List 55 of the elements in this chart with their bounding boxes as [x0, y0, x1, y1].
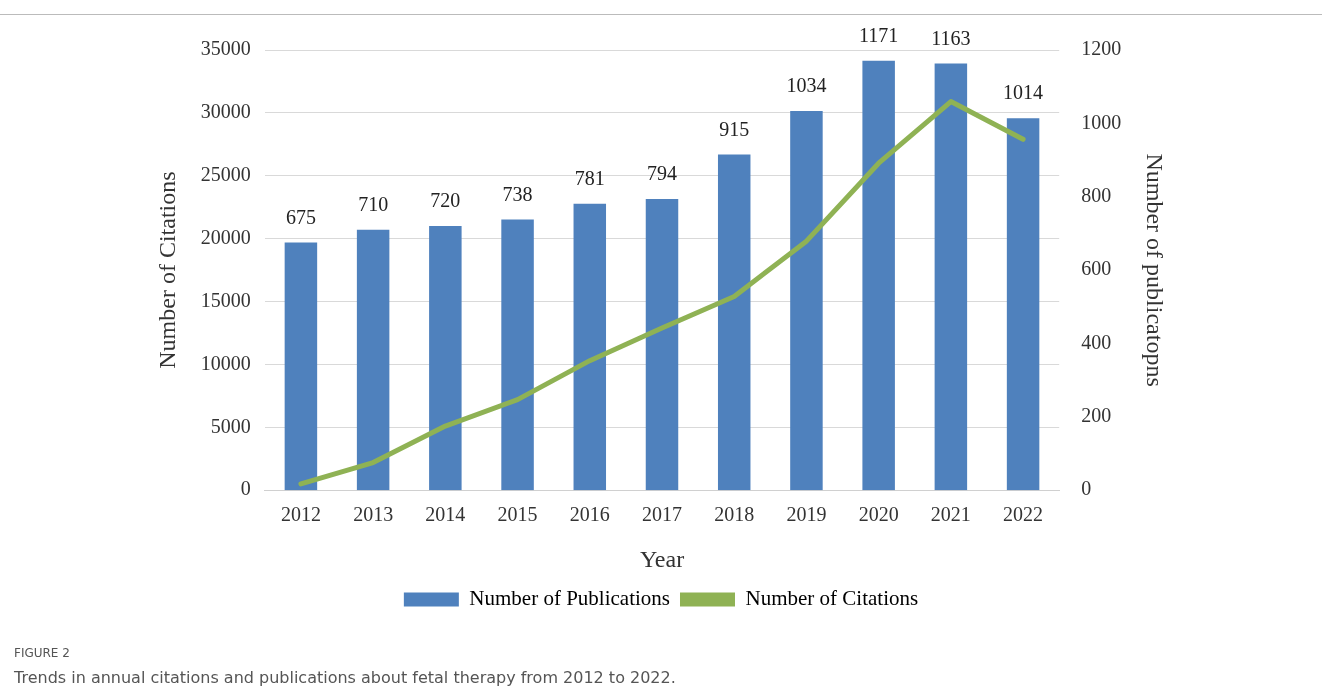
data-label: 738	[502, 182, 533, 205]
data-label: 1014	[1003, 81, 1044, 104]
data-label: 720	[430, 189, 461, 212]
x-tick-label: 2015	[497, 503, 538, 526]
data-label: 915	[719, 117, 750, 140]
y-tick-label: 25000	[200, 163, 251, 186]
bar	[790, 110, 823, 491]
legend-label: Number of Publications	[469, 586, 670, 611]
legend-label: Number of Citations	[745, 586, 919, 611]
y-tick-label: 10000	[200, 351, 251, 374]
y-tick-label: 5000	[210, 414, 251, 437]
x-tick-label: 2021	[930, 503, 971, 526]
bar	[356, 229, 390, 491]
y2-tick-label: 800	[1081, 183, 1112, 206]
bar	[501, 219, 534, 491]
x-tick-label: 2020	[858, 503, 899, 526]
data-label: 1171	[859, 23, 899, 46]
caption: FIGURE 2	[14, 646, 70, 660]
data-label: 710	[358, 193, 389, 215]
y2-tick-label: 200	[1081, 404, 1112, 427]
y-tick-label: 30000	[200, 100, 251, 123]
x-tick-label: 2012	[280, 503, 321, 526]
text: Trends in annual citations and publications about fetal therapy from 2012 to 2022.	[14, 668, 676, 687]
data-label: 794	[647, 162, 677, 185]
y2-tick-label: 400	[1081, 330, 1112, 353]
y-tick-label: 35000	[200, 37, 251, 60]
x-tick-label: 2014	[425, 503, 466, 526]
x-tick-label: 2018	[714, 503, 755, 526]
x-tick-label: 2013	[353, 503, 394, 526]
y-axis-title: Number of Citations	[153, 171, 180, 369]
y-tick-label: 15000	[200, 288, 251, 311]
bar	[284, 242, 318, 491]
data-label: 1163	[931, 26, 971, 49]
y2-tick-label: 0	[1081, 477, 1092, 500]
data-label: 781	[574, 166, 605, 189]
y2-tick-label: 1200	[1081, 37, 1122, 60]
bar	[717, 154, 751, 491]
x-tick-label: 2016	[569, 503, 610, 526]
y2-tick-label: 1000	[1081, 110, 1122, 133]
data-label: 1034	[786, 74, 827, 97]
y2-tick-label: 600	[1081, 257, 1112, 280]
x-axis-title: Year	[639, 545, 685, 572]
x-tick-label: 2022	[1003, 503, 1044, 526]
bar	[862, 60, 895, 491]
bar	[645, 198, 679, 491]
y2-axis-title: Number of publicatopns	[1142, 153, 1169, 387]
bar	[429, 226, 462, 491]
x-tick-label: 2017	[642, 503, 682, 526]
bar	[934, 63, 968, 491]
x-tick-label: 2019	[786, 503, 827, 526]
y-tick-label: 20000	[200, 225, 251, 248]
bar	[1006, 118, 1040, 491]
y-tick-label: 0	[240, 477, 251, 500]
bar	[573, 203, 607, 491]
data-label: 675	[285, 205, 316, 228]
